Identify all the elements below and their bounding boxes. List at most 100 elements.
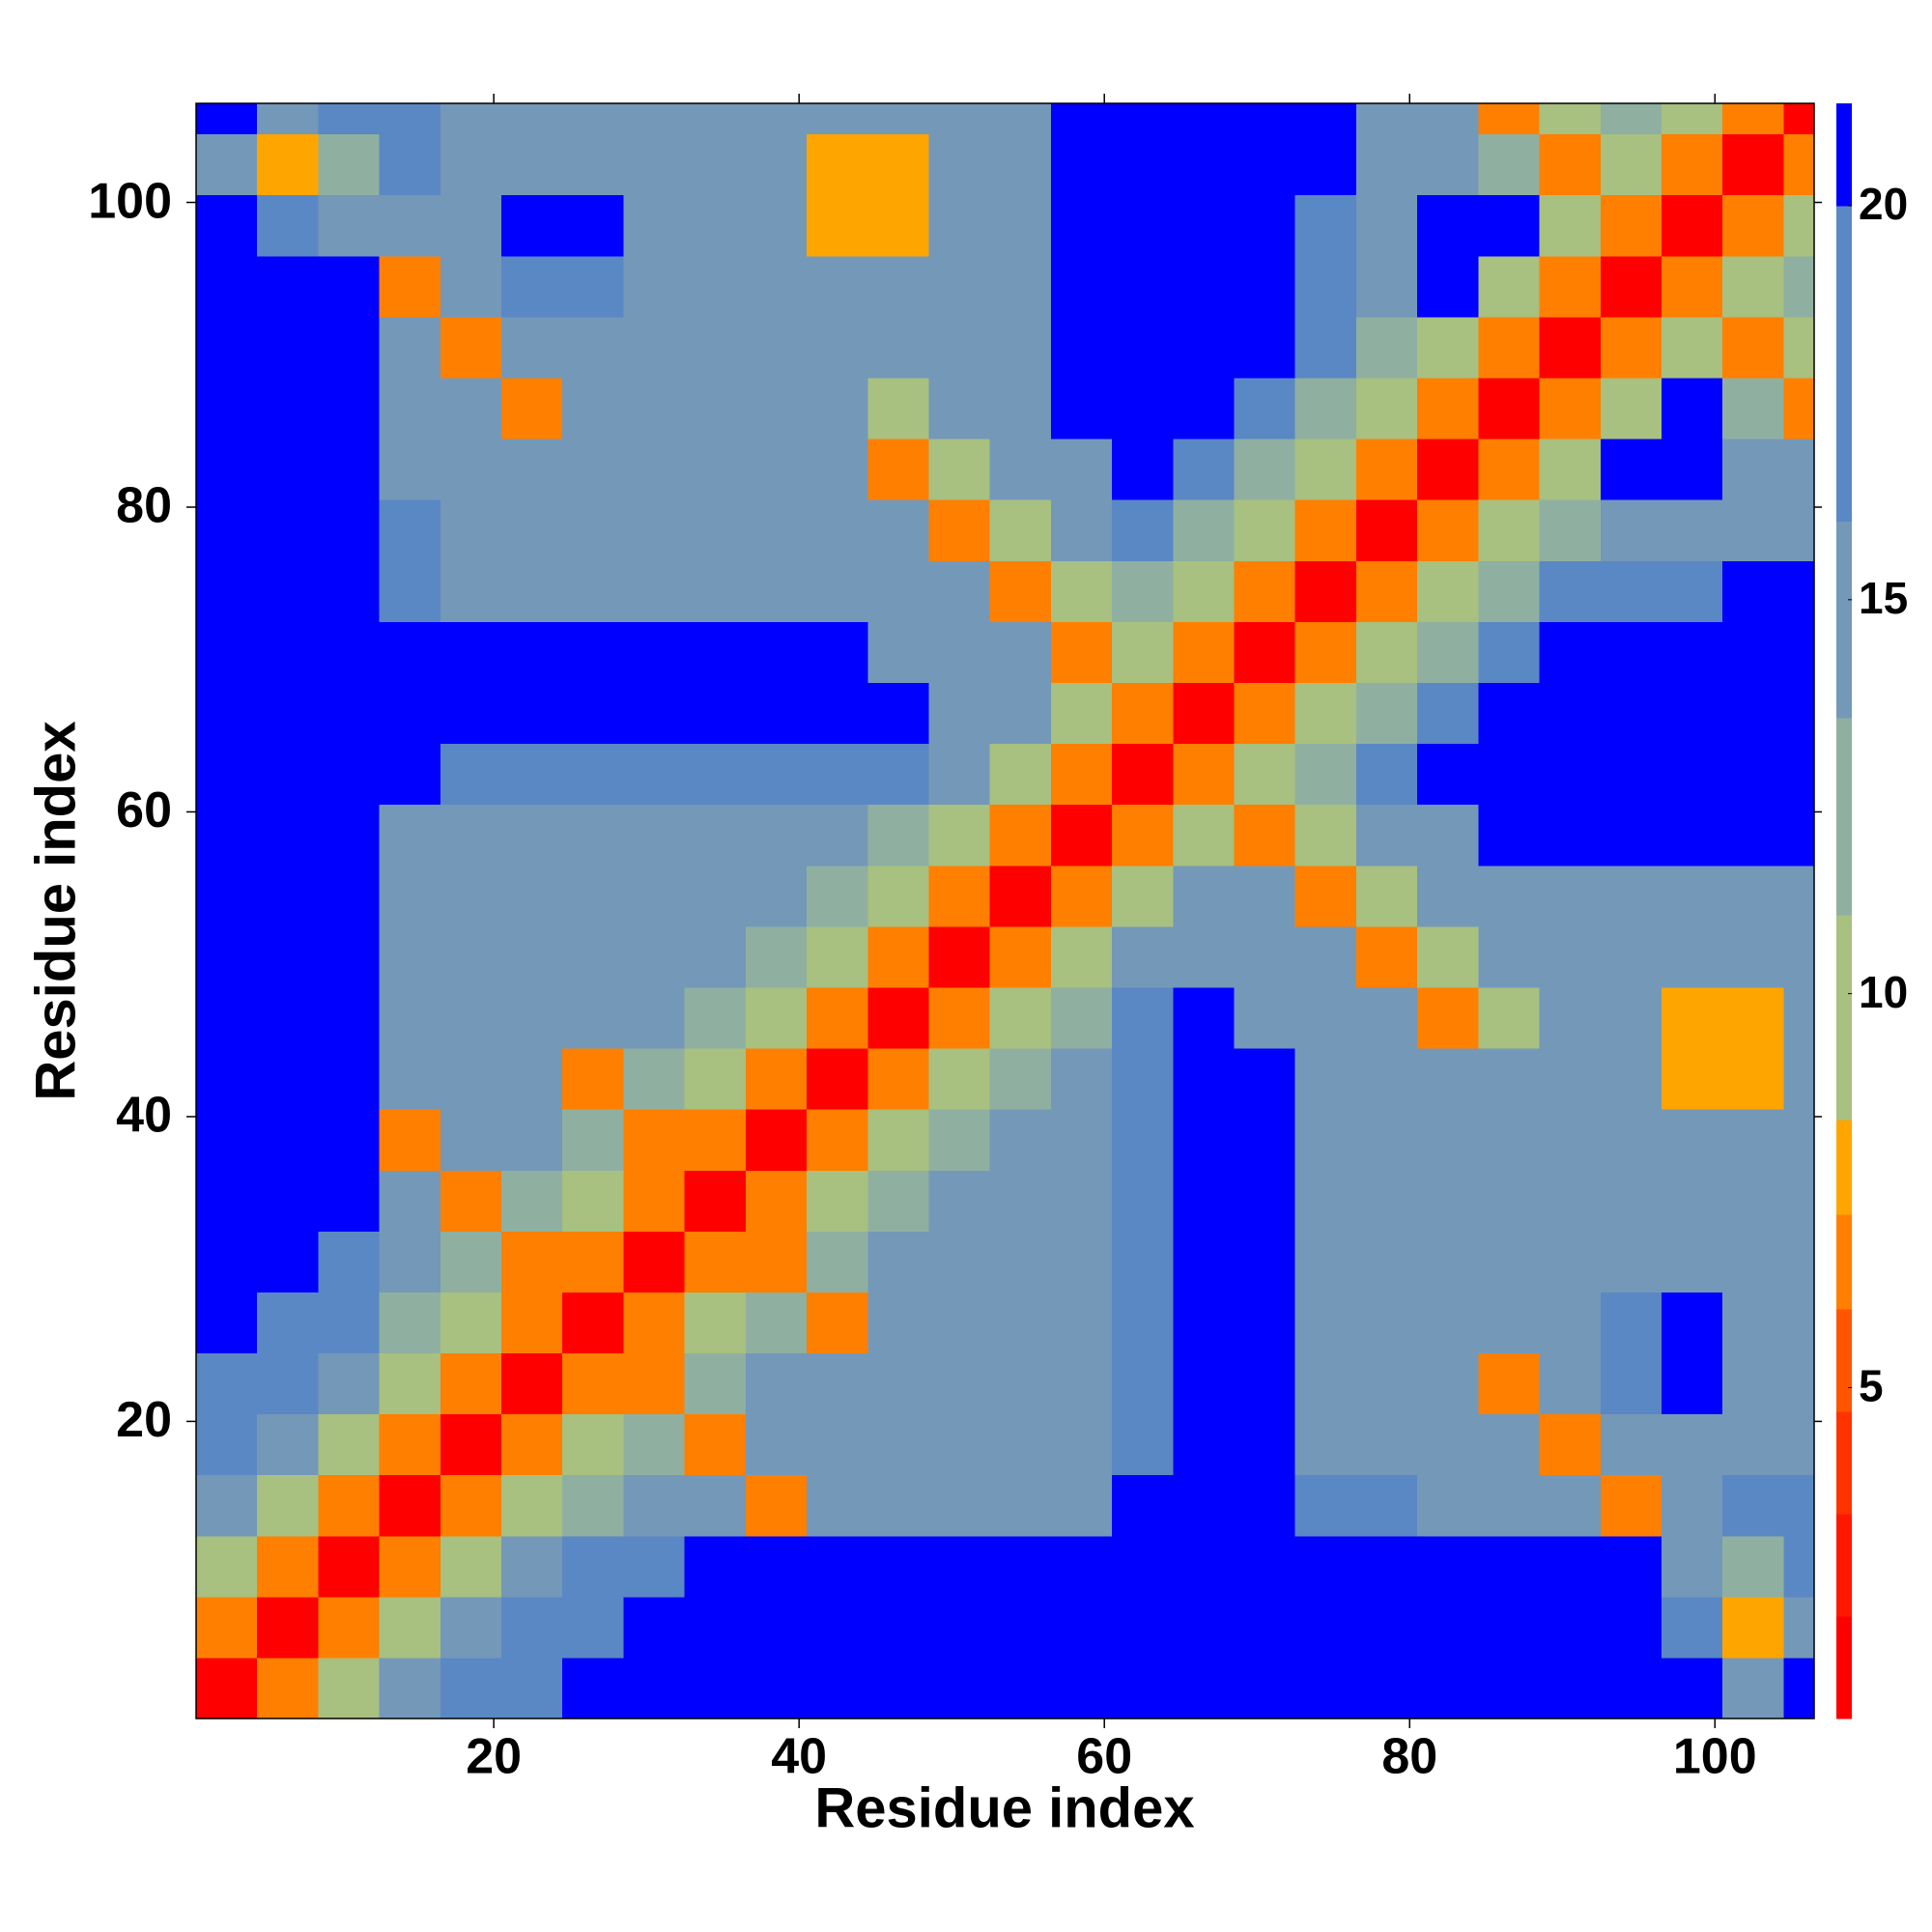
heatmap-cell <box>745 103 808 135</box>
heatmap-cell <box>1234 499 1296 561</box>
heatmap-cell <box>501 103 563 135</box>
heatmap-cell <box>684 439 747 500</box>
heatmap-cell <box>318 1231 381 1293</box>
heatmap-cell <box>379 377 441 440</box>
heatmap-cell <box>623 925 686 988</box>
heatmap-cell <box>867 682 930 745</box>
heatmap-cell <box>1234 316 1296 379</box>
heatmap-cell <box>440 865 502 927</box>
heatmap-cell <box>989 865 1052 927</box>
heatmap-cell <box>807 377 868 440</box>
heatmap-cell <box>1478 1047 1541 1110</box>
heatmap-cell <box>1355 804 1418 867</box>
heatmap-cell <box>1173 255 1236 318</box>
heatmap-cell <box>1417 1352 1479 1415</box>
heatmap-cell <box>440 316 502 379</box>
heatmap-cell <box>1417 194 1479 257</box>
heatmap-cell <box>1722 255 1784 318</box>
heatmap-cell <box>623 316 686 379</box>
heatmap-cell <box>1294 1292 1357 1354</box>
heatmap-cell <box>1478 1292 1541 1354</box>
heatmap-cell <box>1539 865 1602 927</box>
heatmap-cell <box>1173 682 1236 745</box>
heatmap-cell <box>318 682 381 745</box>
heatmap-cell <box>1783 1352 1815 1415</box>
heatmap-cell <box>745 1047 808 1110</box>
heatmap-cell <box>745 1352 808 1415</box>
heatmap-cell <box>623 1231 686 1293</box>
heatmap-cell <box>1478 1535 1541 1598</box>
heatmap-cell <box>440 377 502 440</box>
heatmap-cell <box>1539 133 1602 196</box>
heatmap-cell <box>745 804 808 867</box>
heatmap-cell <box>1478 439 1541 500</box>
heatmap-cell <box>1722 621 1784 683</box>
heatmap-cell <box>440 1657 502 1719</box>
heatmap-cell <box>1478 804 1541 867</box>
heatmap-cell <box>1600 255 1662 318</box>
heatmap-cell <box>318 1292 381 1354</box>
heatmap-cell <box>989 621 1052 683</box>
heatmap-cell <box>257 865 320 927</box>
heatmap-cell <box>1173 925 1236 988</box>
heatmap-cell <box>684 499 747 561</box>
heatmap-cell <box>1417 1535 1479 1598</box>
heatmap-cell <box>1600 133 1662 196</box>
heatmap-cell <box>318 804 381 867</box>
heatmap-cell <box>745 925 808 988</box>
heatmap-cell <box>807 1596 868 1659</box>
heatmap-cell <box>1234 1231 1296 1293</box>
heatmap-cell <box>1234 103 1296 135</box>
colorbar-band <box>1836 1410 1852 1515</box>
heatmap-cell <box>1234 925 1296 988</box>
heatmap-cell <box>807 499 868 561</box>
heatmap-cell <box>928 194 991 257</box>
heatmap-cell <box>1294 499 1357 561</box>
heatmap-cell <box>807 255 868 318</box>
heatmap-cell <box>867 1292 930 1354</box>
heatmap-cell <box>867 560 930 622</box>
heatmap-cell <box>1050 621 1113 683</box>
heatmap-cell <box>1722 499 1784 561</box>
heatmap-cell <box>562 621 625 683</box>
heatmap-cell <box>501 1535 563 1598</box>
heatmap-cell <box>807 1657 868 1719</box>
heatmap-cell <box>1539 682 1602 745</box>
heatmap-cell <box>1539 1596 1602 1659</box>
heatmap-cell <box>1661 804 1723 867</box>
heatmap-cell <box>1722 103 1784 135</box>
heatmap-cell <box>1661 1474 1723 1537</box>
heatmap-cell <box>1478 1657 1541 1719</box>
heatmap-cell <box>989 1413 1052 1476</box>
heatmap-cell <box>807 1109 868 1171</box>
heatmap-cell <box>1783 1292 1815 1354</box>
heatmap-cell <box>745 1413 808 1476</box>
heatmap-cell <box>867 377 930 440</box>
heatmap-cell <box>196 865 258 927</box>
heatmap-cell <box>196 1352 258 1415</box>
heatmap-cell <box>1112 682 1174 745</box>
heatmap-cell <box>1417 1231 1479 1293</box>
heatmap-cell <box>684 1231 747 1293</box>
heatmap-cell <box>1478 103 1541 135</box>
heatmap-cell <box>1355 1474 1418 1537</box>
heatmap-cell <box>1722 1535 1784 1598</box>
heatmap-cell <box>623 1109 686 1171</box>
heatmap-cell <box>1539 439 1602 500</box>
heatmap-cell <box>1355 865 1418 927</box>
heatmap-cell <box>1112 316 1174 379</box>
heatmap-cell <box>1539 1109 1602 1171</box>
heatmap-cell <box>1661 499 1723 561</box>
heatmap-cell <box>1600 1535 1662 1598</box>
heatmap-cell <box>440 560 502 622</box>
heatmap-cell <box>1355 560 1418 622</box>
heatmap-cell <box>1173 103 1236 135</box>
heatmap-cell <box>1294 865 1357 927</box>
heatmap-cell <box>1355 1535 1418 1598</box>
heatmap-cell <box>1173 1596 1236 1659</box>
heatmap-cell <box>1722 439 1784 500</box>
heatmap-cell <box>1783 1047 1815 1110</box>
heatmap-cell <box>196 499 258 561</box>
heatmap-cell <box>1173 560 1236 622</box>
heatmap-cell <box>562 377 625 440</box>
